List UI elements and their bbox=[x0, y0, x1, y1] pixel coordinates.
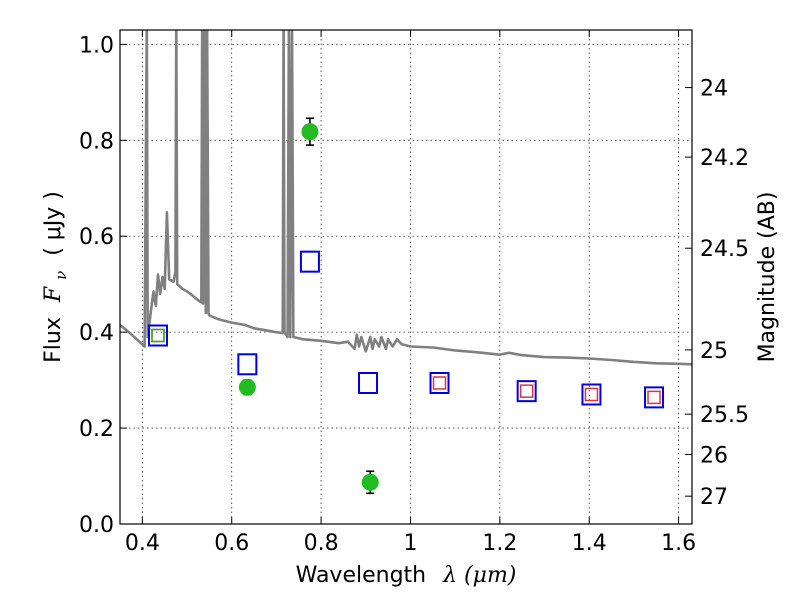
model-spectrum-line bbox=[120, 30, 692, 366]
secondary-y-axis-title: Magnitude (AB) bbox=[755, 192, 780, 363]
y-axis-label: Flux bbox=[41, 317, 66, 363]
observed-points-layer bbox=[238, 117, 379, 495]
model-photometry-inner-box bbox=[432, 376, 447, 390]
y-axis-title: Flux F ν ( μJy ) bbox=[41, 191, 72, 363]
x-tick-label: 0.8 bbox=[304, 531, 339, 556]
y2-tick-label: 24.2 bbox=[700, 146, 749, 171]
model-photometry-inner-box bbox=[647, 390, 661, 405]
model-photometry-inner-box-green bbox=[151, 328, 165, 343]
observed-point bbox=[361, 473, 379, 491]
y-tick-label: 0.8 bbox=[79, 129, 114, 154]
x-tick-label: 1.4 bbox=[572, 531, 607, 556]
x-axis-label: Wavelength bbox=[296, 563, 427, 588]
x-axis-unit: λ (μm) bbox=[442, 563, 516, 588]
x-tick-label: 1.2 bbox=[482, 531, 517, 556]
model-photometry-box bbox=[299, 250, 320, 273]
plot-frame bbox=[119, 29, 693, 525]
model-photometry-layer bbox=[147, 250, 665, 409]
observed-point bbox=[301, 123, 319, 141]
y2-tick-label: 25 bbox=[700, 339, 728, 364]
model-photometry-box bbox=[516, 380, 537, 403]
y-tick-label: 1.0 bbox=[79, 33, 114, 58]
y-axis-unit: ( μJy ) bbox=[41, 191, 66, 256]
axes: 0.4 0.6 0.8 1 1.2 1.4 1.6 0.0 0.2 0.4 0.6 0.8 1.0 24 2… bbox=[79, 30, 749, 556]
y2-tick-label: 27 bbox=[700, 485, 728, 510]
y2-tick-label: 26 bbox=[700, 443, 728, 468]
model-photometry-box bbox=[644, 386, 665, 409]
model-spectrum-layer bbox=[120, 30, 692, 366]
model-photometry-inner-box bbox=[584, 387, 599, 402]
y-tick-label: 0.0 bbox=[79, 513, 114, 538]
model-photometry-box bbox=[147, 324, 168, 347]
y-tick-label: 0.4 bbox=[79, 321, 114, 346]
model-photometry-box bbox=[581, 383, 602, 406]
model-photometry-box bbox=[429, 371, 450, 394]
model-photometry-box bbox=[237, 353, 258, 376]
x-tick-label: 1.6 bbox=[661, 531, 696, 556]
x-axis-title: Wavelength λ (μm) bbox=[296, 563, 517, 588]
y-axis-symbol: F bbox=[41, 286, 66, 303]
y-axis-symbol-subscript: ν bbox=[52, 271, 70, 280]
y2-tick-label: 24.5 bbox=[700, 237, 749, 262]
x-tick-label: 1 bbox=[403, 531, 417, 556]
y-tick-label: 0.2 bbox=[79, 417, 114, 442]
x-tick-label: 0.6 bbox=[214, 531, 249, 556]
y-tick-label: 0.6 bbox=[79, 225, 114, 250]
observed-point bbox=[238, 378, 256, 396]
model-photometry-inner-box bbox=[519, 384, 534, 398]
y2-tick-label: 25.5 bbox=[700, 403, 749, 428]
model-photometry-inner-box bbox=[151, 328, 165, 343]
y2-tick-label: 24 bbox=[700, 77, 728, 102]
model-photometry-box bbox=[358, 371, 379, 394]
x-tick-label: 0.4 bbox=[125, 531, 160, 556]
